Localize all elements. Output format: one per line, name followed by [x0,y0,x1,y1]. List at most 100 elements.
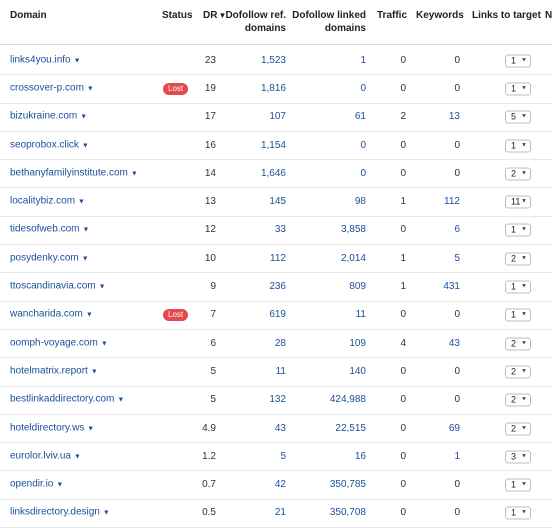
chevron-down-icon[interactable]: ▼ [81,255,89,263]
links-to-target-dropdown[interactable]: 1 ▼ [505,478,531,492]
links-to-target-dropdown[interactable]: 11 ▼ [505,195,531,209]
chevron-down-icon[interactable]: ▼ [85,311,93,319]
dofollow-ref-domains-link[interactable]: 33 [274,224,286,236]
col-cut-off[interactable]: N [545,10,552,21]
dofollow-ref-domains-link[interactable]: 1,646 [260,167,286,179]
chevron-down-icon[interactable]: ▼ [130,170,138,178]
links-to-target-dropdown[interactable]: 3 ▼ [505,450,531,464]
keywords-value[interactable]: 13 [448,111,460,123]
col-dofollow-linked[interactable]: Dofollow linked domains [292,10,366,34]
col-dofollow-ref[interactable]: Dofollow ref. domains [225,10,286,34]
dofollow-ref-domains-link[interactable]: 21 [274,507,286,519]
links-to-target-dropdown[interactable]: 1 ▼ [505,308,531,322]
domain-link[interactable]: linksdirectory.design ▼ [10,506,110,518]
keywords-value[interactable]: 6 [454,224,460,236]
links-to-target-dropdown[interactable]: 2 ▼ [505,422,531,435]
dofollow-linked-domains-link[interactable]: 16 [354,450,366,462]
domain-link[interactable]: opendir.io ▼ [10,478,64,490]
chevron-down-icon[interactable]: ▼ [90,368,98,376]
col-dr[interactable]: DR▼ [203,10,227,21]
chevron-down-icon[interactable]: ▼ [117,396,125,404]
chevron-down-icon[interactable]: ▼ [82,226,90,234]
keywords-value[interactable]: 43 [448,337,460,349]
links-to-target-dropdown[interactable]: 2 ▼ [505,393,531,407]
dofollow-linked-domains-link[interactable]: 809 [349,281,366,293]
keywords-value[interactable]: 69 [448,422,460,434]
domain-link[interactable]: bestlinkaddirectory.com ▼ [10,393,125,405]
links-to-target-dropdown[interactable]: 2 ▼ [505,337,531,351]
dofollow-ref-domains-link[interactable]: 11 [275,365,286,377]
dofollow-linked-domains-link[interactable]: 424,988 [329,394,366,406]
chevron-down-icon[interactable]: ▼ [81,142,89,150]
domain-link[interactable]: eurolor.lviv.ua ▼ [10,450,81,462]
domain-link[interactable]: hoteldirectory.ws ▼ [10,422,95,433]
dofollow-ref-domains-link[interactable]: 28 [274,337,286,349]
dofollow-linked-domains-link[interactable]: 3,858 [340,224,366,236]
domain-link[interactable]: ttoscandinavia.com ▼ [10,280,106,292]
domain-link[interactable]: oomph-voyage.com ▼ [10,337,108,349]
dofollow-ref-domains-link[interactable]: 1,523 [260,54,286,66]
links-to-target-dropdown[interactable]: 2 ▼ [505,252,531,266]
chevron-down-icon[interactable]: ▼ [78,198,85,206]
domain-link[interactable]: localitybiz.com ▼ [10,195,85,207]
dofollow-ref-domains-link[interactable]: 112 [270,252,286,264]
dofollow-linked-domains-link[interactable]: 11 [355,309,366,321]
dofollow-linked-domains-link[interactable]: 109 [349,337,366,349]
chevron-down-icon[interactable]: ▼ [100,340,108,348]
domain-link[interactable]: links4you.info ▼ [10,54,81,66]
links-to-target-dropdown[interactable]: 1 ▼ [505,280,531,294]
links-to-target-dropdown[interactable]: 5 ▼ [505,110,531,124]
col-domain[interactable]: Domain [10,10,47,21]
links-to-target-dropdown[interactable]: 1 ▼ [505,506,531,520]
chevron-down-icon[interactable]: ▼ [73,453,81,461]
keywords-value[interactable]: 1 [454,450,460,462]
col-links-to-target[interactable]: Links to target [472,10,541,21]
domain-link[interactable]: bethanyfamilyinstitute.com ▼ [10,167,138,179]
dofollow-linked-domains-link[interactable]: 61 [354,111,366,123]
chevron-down-icon[interactable]: ▼ [86,85,94,93]
dofollow-ref-domains-link[interactable]: 5 [280,450,286,462]
chevron-down-icon[interactable]: ▼ [87,425,95,432]
dofollow-ref-domains-link[interactable]: 619 [269,309,286,321]
links-to-target-dropdown[interactable]: 1 ▼ [505,54,531,68]
dofollow-ref-domains-link[interactable]: 42 [274,479,286,491]
dofollow-ref-domains-link[interactable]: 1,154 [260,139,286,151]
dofollow-linked-domains-link[interactable]: 350,785 [329,479,366,491]
dofollow-linked-domains-link[interactable]: 2,014 [340,252,366,264]
col-status[interactable]: Status [162,10,193,21]
dofollow-ref-domains-link[interactable]: 107 [269,111,286,123]
col-traffic[interactable]: Traffic [377,10,408,21]
keywords-value[interactable]: 5 [454,252,460,264]
links-to-target-dropdown[interactable]: 1 ▼ [505,223,531,237]
domain-link[interactable]: bizukraine.com ▼ [10,110,88,122]
chevron-down-icon[interactable]: ▼ [73,57,81,65]
domain-link[interactable]: posydenky.com ▼ [10,252,89,264]
domain-link[interactable]: hotelmatrix.report ▼ [10,365,98,377]
dofollow-linked-domains-link[interactable]: 1 [360,54,366,66]
dofollow-linked-domains-link[interactable]: 98 [354,196,366,208]
keywords-value[interactable]: 112 [444,196,460,208]
keywords-value[interactable]: 431 [443,281,460,293]
links-to-target-dropdown[interactable]: 1 ▼ [505,139,531,153]
dofollow-linked-domains-link[interactable]: 140 [349,365,366,377]
col-keywords[interactable]: Keywords [416,10,464,21]
dofollow-ref-domains-link[interactable]: 145 [269,196,286,208]
domain-link[interactable]: wancharida.com ▼ [10,308,93,320]
dofollow-ref-domains-link[interactable]: 132 [269,394,286,406]
chevron-down-icon[interactable]: ▼ [102,509,110,517]
dofollow-ref-domains-link[interactable]: 1,816 [260,82,286,94]
domain-link[interactable]: seoprobox.click ▼ [10,139,89,151]
dofollow-ref-domains-link[interactable]: 43 [274,422,286,434]
dofollow-linked-domains-link[interactable]: 22,515 [335,422,366,434]
domain-link[interactable]: crossover-p.com ▼ [10,82,94,94]
dofollow-linked-domains-link[interactable]: 350,708 [329,507,366,519]
links-to-target-dropdown[interactable]: 1 ▼ [505,82,531,96]
links-to-target-dropdown[interactable]: 2 ▼ [505,167,531,181]
chevron-down-icon[interactable]: ▼ [80,113,88,121]
links-to-target-dropdown[interactable]: 2 ▼ [505,365,531,379]
dofollow-ref-domains-link[interactable]: 236 [269,281,286,293]
domain-link[interactable]: tidesofweb.com ▼ [10,223,90,235]
traffic-value: 0 [400,224,406,236]
chevron-down-icon[interactable]: ▼ [56,481,64,489]
chevron-down-icon[interactable]: ▼ [98,283,106,291]
